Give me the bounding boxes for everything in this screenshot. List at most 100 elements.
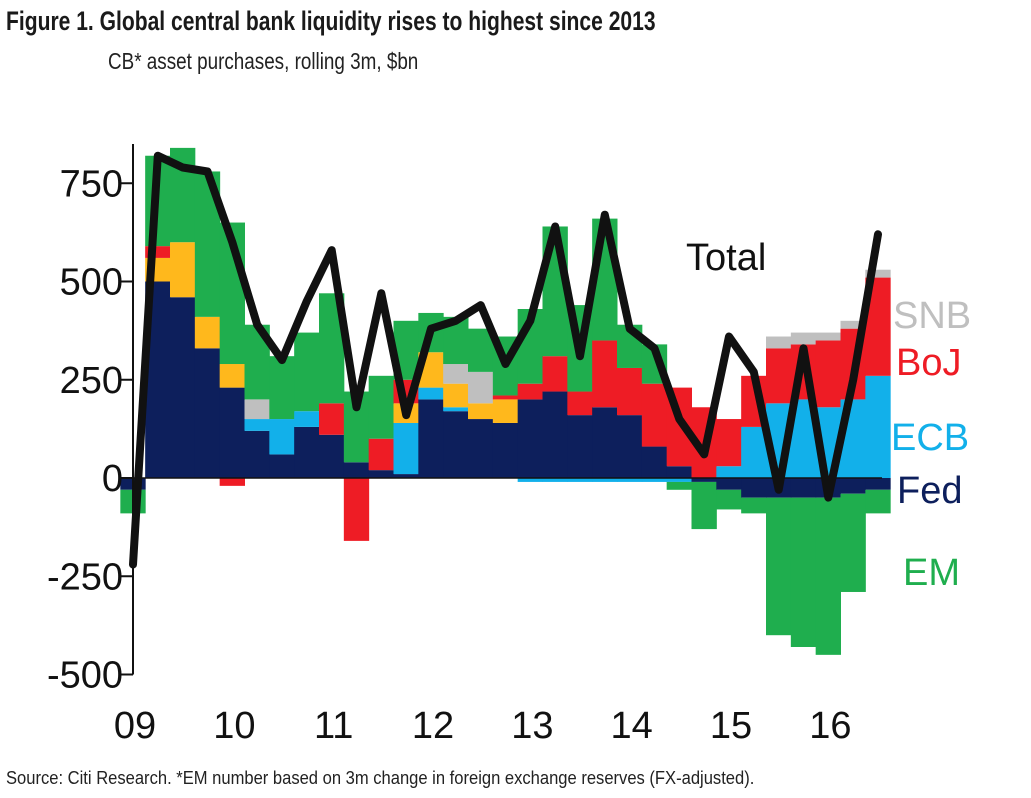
bar-segment-ecb <box>666 478 692 482</box>
bar-segment-fed <box>840 478 866 494</box>
bar-segment-ecb <box>418 387 444 400</box>
bar-segment-boj <box>766 348 792 404</box>
bar-segment-fed <box>368 470 394 478</box>
bar-segment-fed <box>517 399 543 478</box>
legend-ecb: ECB <box>891 417 969 459</box>
bar-segment-em <box>716 489 742 510</box>
bar-segment-snb <box>815 332 841 341</box>
x-axis-ticks: 09 10 11 12 13 14 15 16 <box>114 705 852 747</box>
bar-segment-boe <box>170 242 196 298</box>
y-tick-label: -500 <box>47 655 123 697</box>
bar-segment-boj <box>592 340 618 408</box>
legend: SNB BoJ ECB Fed EM <box>891 295 971 594</box>
bar-segment-ecb <box>617 478 643 482</box>
bar-segment-fed <box>443 411 469 478</box>
bar-segment-boj <box>641 383 668 447</box>
bar-segment-ecb <box>716 466 742 478</box>
x-tick-label: 12 <box>412 705 454 747</box>
bar-segment-boj <box>343 478 370 541</box>
chart-subtitle: CB* asset purchases, rolling 3m, $bn <box>108 48 419 74</box>
bar-segment-ecb <box>517 478 543 482</box>
bar-segment-snb <box>865 269 891 278</box>
x-tick-label: 16 <box>809 705 851 747</box>
bar-segment-ecb <box>443 407 469 412</box>
bar-segment-boj <box>567 391 593 416</box>
chart-title: Figure 1. Global central bank liquidity … <box>6 6 656 36</box>
bar-segment-fed <box>741 478 767 498</box>
bar-segment-em <box>294 332 320 412</box>
bar-segment-em <box>468 328 494 372</box>
bar-segment-ecb <box>865 375 891 478</box>
bar-segment-boj <box>716 419 742 467</box>
bar-segment-ecb <box>592 478 618 482</box>
x-tick-label: 15 <box>710 705 752 747</box>
bar-segment-em <box>766 497 792 636</box>
bar-segment-ecb <box>269 419 295 455</box>
total-label: Total <box>686 237 766 279</box>
bar-segment-fed <box>468 419 494 478</box>
bar-segment-ecb <box>393 422 419 475</box>
bar-segment-fed <box>492 422 519 478</box>
legend-snb: SNB <box>893 295 971 337</box>
y-axis-ticks: 750 500 250 0 -250 -500 <box>47 163 133 697</box>
bar-segment-fed <box>418 399 444 478</box>
plot-area <box>120 147 891 655</box>
bar-segment-fed <box>691 478 717 482</box>
x-tick-label: 11 <box>314 705 353 747</box>
bar-segment-snb <box>790 332 817 345</box>
source-note: Source: Citi Research. *EM number based … <box>6 768 755 788</box>
y-tick-label: 250 <box>60 360 123 402</box>
bar-segment-boe <box>492 399 519 423</box>
bar-segment-fed <box>319 434 345 478</box>
bar-segment-em <box>840 493 866 592</box>
x-tick-label: 10 <box>213 705 255 747</box>
bar-segment-ecb <box>567 478 593 482</box>
bar-segment-snb <box>766 336 792 349</box>
x-tick-label: 09 <box>114 705 156 747</box>
bar-segment-fed <box>244 430 270 478</box>
bar-segment-fed <box>865 478 891 490</box>
legend-fed: Fed <box>897 470 962 512</box>
total-line <box>129 151 882 569</box>
bar-segment-em <box>269 356 295 420</box>
bar-segment-boj <box>542 356 568 392</box>
bar-segment-fed <box>641 446 668 478</box>
bar-segment-em <box>691 481 717 530</box>
bar-segment-boe <box>194 316 221 349</box>
bar-segment-boj <box>219 478 245 486</box>
y-tick-label: 500 <box>60 262 123 304</box>
bar-segment-fed <box>666 466 692 478</box>
bar-segment-em <box>666 481 692 490</box>
bar-segment-boj <box>368 438 394 471</box>
y-tick-label: -250 <box>47 556 123 598</box>
legend-boj: BoJ <box>896 342 961 384</box>
x-tick-label: 14 <box>611 705 653 747</box>
bar-segment-fed <box>716 478 742 490</box>
bar-segment-boj <box>145 246 171 258</box>
bar-segment-snb <box>443 364 469 384</box>
bar-segment-fed <box>269 454 295 478</box>
bar-segment-ecb <box>542 478 568 482</box>
bar-segment-ecb <box>244 419 270 431</box>
bar-segment-boj <box>517 383 543 400</box>
y-tick-label: 0 <box>102 458 123 500</box>
bar-segment-em <box>865 489 891 514</box>
bar-segment-em <box>815 497 841 655</box>
bar-segment-fed <box>790 478 817 498</box>
bar-segment-snb <box>244 399 270 420</box>
bar-segment-em <box>741 497 767 514</box>
bar-segment-fed <box>592 407 618 478</box>
bar-segment-boe <box>468 403 494 420</box>
bar-segment-boe <box>443 383 469 408</box>
bar-segment-em <box>368 375 394 439</box>
bar-segment-fed <box>617 415 643 478</box>
bar-segment-fed <box>294 426 320 478</box>
bar-segment-em <box>790 497 817 647</box>
bar-segment-fed <box>542 391 568 478</box>
bar-segment-snb <box>840 320 866 329</box>
bar-segment-fed <box>343 462 370 478</box>
x-tick-label: 13 <box>511 705 553 747</box>
bar-segment-fed <box>170 297 196 478</box>
bar-segment-boj <box>617 367 643 416</box>
